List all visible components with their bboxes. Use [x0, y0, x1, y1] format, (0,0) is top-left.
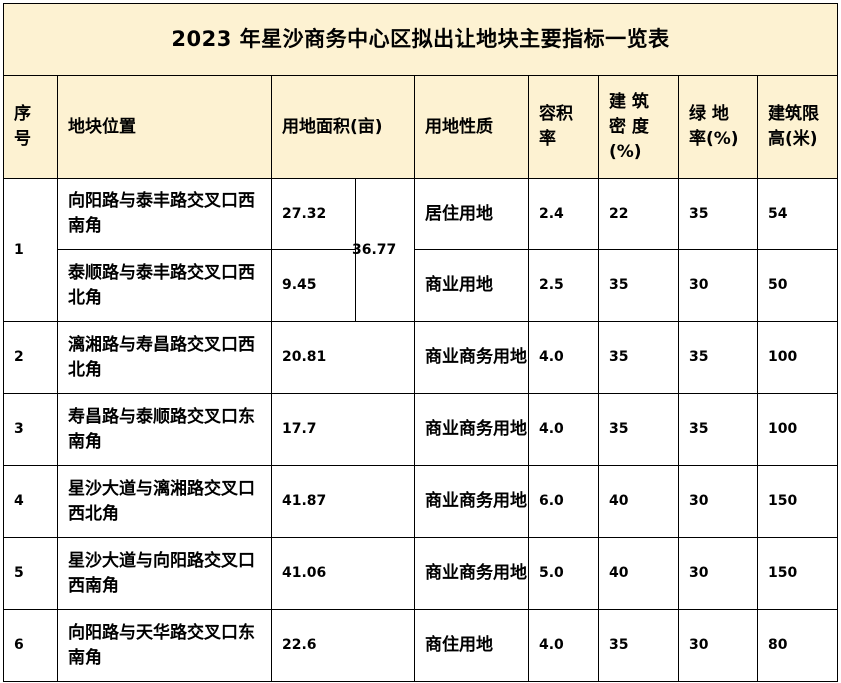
table-row: 3 寿昌路与泰顺路交叉口东南角 17.7 商业商务用地 4.0 35 35 10… [3, 393, 839, 466]
table-row: 5 星沙大道与向阳路交叉口西南角 41.06 商业商务用地 5.0 40 30 … [3, 537, 839, 610]
cell-location: 星沙大道与漓湘路交叉口西北角 [57, 465, 272, 538]
cell-height: 150 [756, 465, 839, 538]
table-row: 4 星沙大道与漓湘路交叉口西北角 41.87 商业商务用地 6.0 40 30 … [3, 465, 839, 538]
cell-green: 35 [678, 321, 758, 394]
cell-seq: 6 [3, 609, 58, 682]
table-row: 泰顺路与泰丰路交叉口西北角 9.45 商业用地 2.5 35 30 50 [4, 249, 839, 322]
cell-nature: 商业商务用地 [414, 321, 529, 394]
table-row: 1 向阳路与泰丰路交叉口西南角 27.32 36.77 居住用地 2.4 22 … [3, 178, 839, 322]
header-height-text: 建筑限 高(米) [768, 104, 819, 149]
header-height: 建筑限 高(米) [756, 75, 839, 179]
header-seq: 序 号 [3, 75, 58, 179]
cell-area-total-text: 36.77 [352, 241, 397, 258]
cell-green: 35 [678, 178, 758, 250]
header-nature: 用地性质 [414, 75, 529, 179]
cell-area: 41.06 [271, 537, 415, 610]
cell-density: 35 [598, 393, 679, 466]
header-location: 地块位置 [57, 75, 272, 179]
cell-seq: 3 [3, 393, 58, 466]
cell-green: 35 [678, 393, 758, 466]
cell-density: 35 [598, 249, 679, 322]
cell-density: 35 [598, 321, 679, 394]
cell-height: 100 [756, 321, 839, 394]
cell-far: 6.0 [528, 465, 599, 538]
header-area: 用地面积(亩) [271, 75, 415, 179]
header-row: 序 号 地块位置 用地面积(亩) 用地性质 容积 率 建 筑 密 度 (%) 绿… [3, 75, 839, 179]
header-density-text: 建 筑 密 度 (%) [609, 91, 649, 162]
cell-green: 30 [678, 609, 758, 682]
cell-nature: 商住用地 [414, 609, 529, 682]
table-title: 2023 年星沙商务中心区拟出让地块主要指标一览表 [2, 3, 839, 76]
land-indicator-table: 2023 年星沙商务中心区拟出让地块主要指标一览表 序 号 地块位置 用地面积(… [2, 3, 839, 682]
cell-far: 2.4 [528, 178, 599, 250]
table-row: 6 向阳路与天华路交叉口东南角 22.6 商住用地 4.0 35 30 80 [3, 609, 839, 682]
cell-nature: 商业商务用地 [414, 465, 529, 538]
cell-area: 41.87 [271, 465, 415, 538]
header-density: 建 筑 密 度 (%) [598, 75, 679, 179]
cell-seq: 4 [3, 465, 58, 538]
cell-height: 150 [756, 537, 839, 610]
cell-far: 2.5 [528, 249, 599, 322]
cell-nature: 商业商务用地 [414, 393, 529, 466]
cell-seq: 2 [3, 321, 58, 394]
cell-far: 4.0 [528, 393, 599, 466]
cell-density: 40 [598, 465, 679, 538]
table-row: 2 漓湘路与寿昌路交叉口西北角 20.81 商业商务用地 4.0 35 35 1… [3, 321, 839, 394]
cell-area: 27.32 [271, 178, 356, 250]
cell-green: 30 [678, 249, 758, 322]
cell-height: 100 [756, 393, 839, 466]
cell-far: 4.0 [528, 321, 599, 394]
cell-area: 20.81 [271, 321, 415, 394]
cell-location: 向阳路与天华路交叉口东南角 [57, 609, 272, 682]
cell-height: 50 [756, 249, 839, 322]
cell-density: 35 [598, 609, 679, 682]
cell-location: 漓湘路与寿昌路交叉口西北角 [57, 321, 272, 394]
cell-location: 星沙大道与向阳路交叉口西南角 [57, 537, 272, 610]
cell-height: 54 [756, 178, 839, 250]
cell-seq: 5 [3, 537, 58, 610]
cell-nature: 商业用地 [414, 249, 529, 322]
header-far: 容积 率 [528, 75, 599, 179]
header-seq-text: 序 号 [14, 104, 31, 149]
cell-density: 40 [598, 537, 679, 610]
cell-area: 9.45 [271, 249, 356, 322]
cell-area: 17.7 [271, 393, 415, 466]
cell-area-total: 36.77 [352, 178, 415, 322]
cell-green: 30 [678, 465, 758, 538]
cell-seq: 1 [3, 178, 58, 322]
header-green-text: 绿 地 率(%) [689, 104, 739, 149]
cell-green: 30 [678, 537, 758, 610]
cell-density: 22 [598, 178, 679, 250]
cell-location: 泰顺路与泰丰路交叉口西北角 [57, 249, 272, 322]
cell-height: 80 [756, 609, 839, 682]
cell-area: 22.6 [271, 609, 415, 682]
header-far-text: 容积 率 [539, 104, 573, 149]
cell-far: 4.0 [528, 609, 599, 682]
header-green: 绿 地 率(%) [678, 75, 758, 179]
cell-location: 寿昌路与泰顺路交叉口东南角 [57, 393, 272, 466]
cell-nature: 居住用地 [414, 178, 529, 250]
cell-location: 向阳路与泰丰路交叉口西南角 [57, 178, 272, 250]
cell-far: 5.0 [528, 537, 599, 610]
cell-nature: 商业商务用地 [414, 537, 529, 610]
